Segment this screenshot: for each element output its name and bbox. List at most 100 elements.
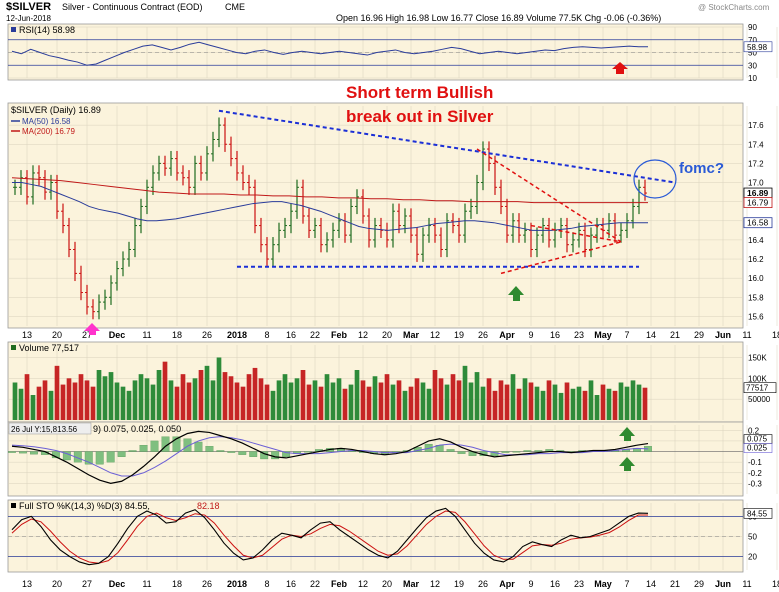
macd-histogram-bar (271, 451, 280, 460)
volume-bar (60, 384, 66, 420)
macd-histogram-bar (172, 436, 181, 452)
volume-bar (138, 374, 144, 420)
volume-bar (264, 384, 270, 420)
x-tick-label: 26 (478, 579, 488, 589)
volume-bar (336, 378, 342, 420)
stochastic-legend-swatch (11, 503, 16, 508)
volume-bar (204, 365, 210, 420)
volume-bar (432, 370, 438, 420)
x-tick-label: 7 (624, 330, 629, 340)
macd-histogram-bar (8, 451, 16, 453)
x-tick-label: Feb (331, 579, 348, 589)
rsi-legend-swatch (11, 27, 16, 32)
price-panel (7, 102, 744, 329)
macd-signal-line (11, 436, 649, 477)
volume-bar (540, 390, 546, 420)
volume-bar (552, 384, 558, 420)
x-tick-label: 11 (742, 579, 751, 589)
x-tick-label: 13 (22, 330, 32, 340)
x-tick-label: 14 (646, 330, 656, 340)
ohlc-summary: Open 16.96 High 16.98 Low 16.77 Close 16… (336, 13, 661, 23)
volume-bar (594, 395, 600, 420)
volume-bar (102, 376, 108, 420)
x-tick-label: 12 (430, 579, 440, 589)
x-tick-label: 21 (670, 330, 680, 340)
rsi-last-box (743, 41, 773, 53)
x-tick-label: 9 (528, 579, 533, 589)
x-tick-label: Apr (499, 579, 515, 589)
volume-bar (306, 384, 312, 420)
volume-bar (234, 382, 240, 420)
macd-histogram-bar (139, 445, 148, 452)
volume-bar (516, 388, 522, 420)
trendline-tri-inner (530, 224, 622, 243)
volume-bar (588, 380, 594, 420)
x-tick-label: 23 (574, 579, 584, 589)
volume-bar (600, 384, 606, 420)
volume-bar (258, 378, 264, 420)
x-tick-label: Mar (403, 330, 420, 340)
macd-signal-last-label: 0.025 (747, 444, 768, 453)
volume-bar (570, 388, 576, 420)
rsi-up-arrow (612, 62, 628, 74)
price-up-arrow (508, 286, 524, 301)
macd-legend: 26 Jul Y:15,813.56 9) 0.075, 0.025, 0.05… (8, 422, 181, 435)
price-legend-title: $SILVER (Daily) 16.89 (11, 105, 101, 115)
price-last-label: 16.58 (747, 218, 769, 228)
volume-bar (492, 390, 498, 420)
volume-bar (318, 386, 324, 420)
macd-line (11, 430, 649, 485)
macd-histogram-bar (194, 441, 203, 452)
x-tick-label: 18 (172, 579, 182, 589)
volume-bar (462, 365, 468, 420)
x-tick-label: 11 (142, 330, 151, 340)
vol-tick-label: 150K (748, 354, 767, 363)
x-tick-label: 22 (310, 579, 320, 589)
x-tick-label: 18 (772, 330, 779, 340)
macd-histogram-bar (216, 450, 225, 452)
rsi-panel (7, 23, 744, 81)
macd-histogram-bar (238, 451, 247, 455)
volume-bar (96, 370, 102, 420)
x-tick-label: 26 (202, 330, 212, 340)
x-tick-label: Feb (331, 330, 348, 340)
volume-bar (252, 367, 258, 420)
volume-bar (456, 380, 462, 420)
volume-bar (222, 372, 228, 420)
volume-bar (390, 384, 396, 420)
x-tick-label: 20 (382, 330, 392, 340)
volume-bar (144, 378, 150, 420)
x-tick-label: 12 (358, 579, 368, 589)
volume-bar (18, 388, 24, 420)
macd-signal-last-box (743, 443, 773, 453)
volume-bar (108, 372, 114, 420)
rsi-tick-label: 70 (748, 36, 757, 45)
vol-tick-label: 50000 (748, 395, 771, 404)
x-tick-label: 27 (82, 579, 92, 589)
x-tick-label: 23 (574, 330, 584, 340)
macd-histogram-bar (501, 451, 510, 453)
x-tick-label: 18 (172, 330, 182, 340)
volume-bar (30, 395, 36, 420)
volume-bar (198, 370, 204, 420)
rsi-legend-label: RSI(14) 58.98 (19, 25, 75, 35)
volume-bar (54, 365, 60, 420)
macd-tick-label: -0.1 (748, 458, 762, 467)
x-tick-label: 12 (430, 330, 440, 340)
volume-bar (270, 390, 276, 420)
x-tick-label: 13 (22, 579, 32, 589)
x-tick-label: Mar (403, 579, 420, 589)
ma200-legend-label: MA(200) 16.79 (22, 127, 75, 136)
macd-histogram-bar (150, 440, 159, 452)
macd-tick-label: -0.3 (748, 479, 762, 488)
price-tick-label: 17.2 (748, 159, 764, 168)
x-tick-label: 11 (142, 579, 151, 589)
volume-legend: Volume 77,517 (11, 343, 79, 353)
volume-bar (378, 382, 384, 420)
volume-bar (12, 382, 18, 420)
volume-bar (372, 376, 378, 420)
volume-bar (282, 374, 288, 420)
macd-histogram-bar (227, 451, 236, 453)
x-tick-label: 16 (550, 579, 560, 589)
